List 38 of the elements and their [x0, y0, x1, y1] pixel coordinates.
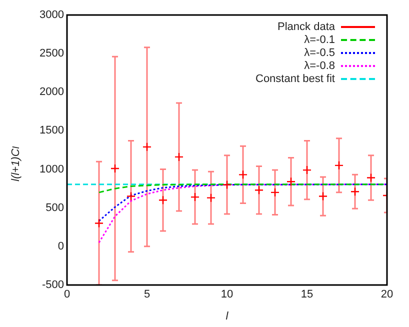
- y-tick-label: 1500: [40, 124, 64, 137]
- x-tick-label: 10: [220, 288, 234, 301]
- y-tick-label: 2500: [40, 48, 64, 60]
- point: [222, 180, 232, 190]
- legend-label: λ=-0.5: [304, 46, 335, 58]
- point: [302, 165, 312, 175]
- point: [286, 177, 296, 186]
- point: [318, 192, 328, 201]
- y-tick-label: 3000: [40, 9, 64, 22]
- point: [174, 152, 184, 162]
- legend-label: λ=-0.8: [304, 60, 335, 72]
- legend-label: Planck data: [278, 20, 335, 32]
- line-series: [98, 184, 387, 222]
- y-tick-label: 1000: [40, 163, 64, 176]
- point: [110, 164, 120, 174]
- x-tick-label: 15: [300, 288, 314, 301]
- point: [126, 192, 136, 201]
- point: [350, 187, 360, 196]
- y-tick-label: -500: [42, 279, 64, 292]
- x-axis-title: l: [226, 310, 229, 322]
- x-tick-label: 20: [380, 288, 394, 301]
- x-tick-label: 5: [144, 288, 150, 301]
- legend-label: Constant best fit: [256, 72, 335, 84]
- line-series: [98, 184, 387, 244]
- point: [254, 186, 264, 195]
- point: [366, 173, 376, 182]
- point: [94, 218, 104, 228]
- point: [334, 160, 344, 170]
- point: [142, 142, 152, 152]
- legend-label: λ=-0.1: [304, 34, 335, 46]
- point: [190, 192, 200, 202]
- y-tick-label: 2000: [40, 86, 64, 98]
- point: [270, 188, 280, 198]
- y-tick-label: 0: [58, 240, 64, 252]
- y-tick-label: 500: [46, 202, 64, 214]
- point: [158, 196, 168, 205]
- point: [238, 170, 248, 180]
- point: [206, 193, 216, 202]
